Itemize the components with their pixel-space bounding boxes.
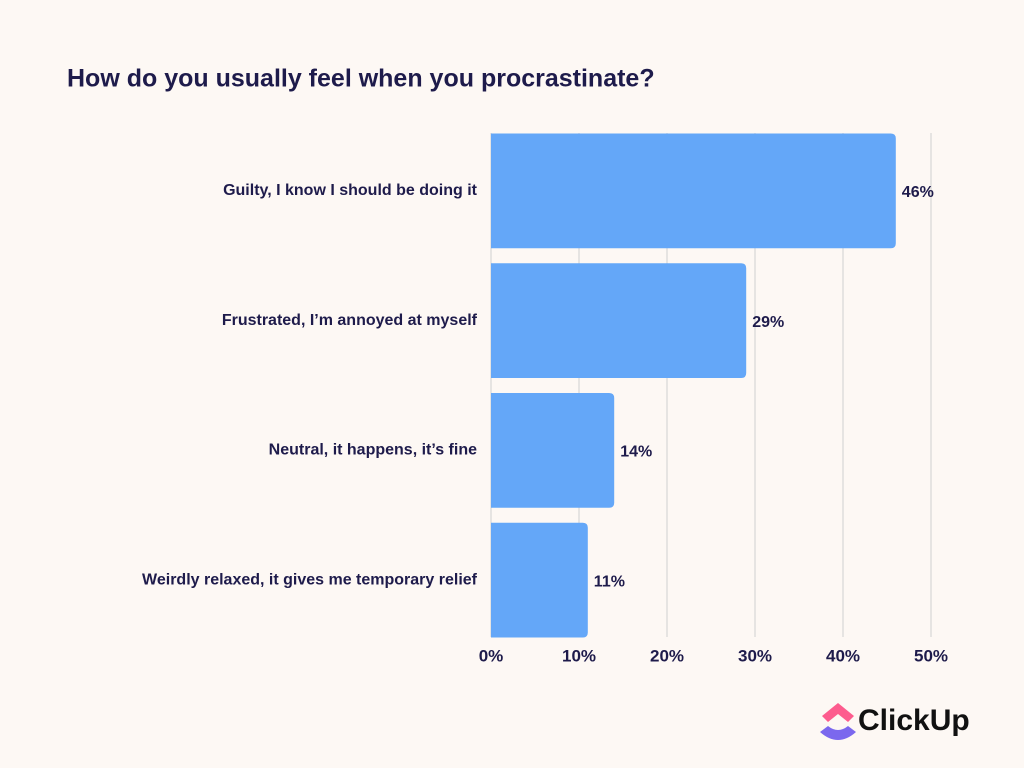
value-label: 11% xyxy=(594,573,625,590)
y-tick-label: Guilty, I know I should be doing it xyxy=(223,182,478,199)
x-tick-label: 20% xyxy=(650,646,684,665)
y-tick-label: Frustrated, I’m annoyed at myself xyxy=(222,312,478,329)
value-label: 14% xyxy=(620,444,652,461)
x-tick-label: 10% xyxy=(562,646,596,665)
value-label: 29% xyxy=(752,314,784,331)
x-tick-label: 40% xyxy=(826,646,860,665)
x-tick-label: 0% xyxy=(479,646,504,665)
chart-title: How do you usually feel when you procras… xyxy=(67,65,655,93)
x-tick-label: 50% xyxy=(914,646,948,665)
y-tick-label: Neutral, it happens, it’s fine xyxy=(269,442,477,459)
bar xyxy=(491,393,615,508)
bar xyxy=(491,133,896,249)
x-tick-label: 30% xyxy=(738,646,772,665)
y-tick-label: Weirdly relaxed, it gives me temporary r… xyxy=(142,571,478,588)
logo-icon xyxy=(822,703,854,722)
bar xyxy=(491,522,588,638)
logo-icon xyxy=(820,726,856,740)
brand-logo: ClickUp xyxy=(820,703,970,740)
bar xyxy=(491,263,747,378)
brand-name: ClickUp xyxy=(858,704,970,737)
value-label: 46% xyxy=(902,184,934,201)
